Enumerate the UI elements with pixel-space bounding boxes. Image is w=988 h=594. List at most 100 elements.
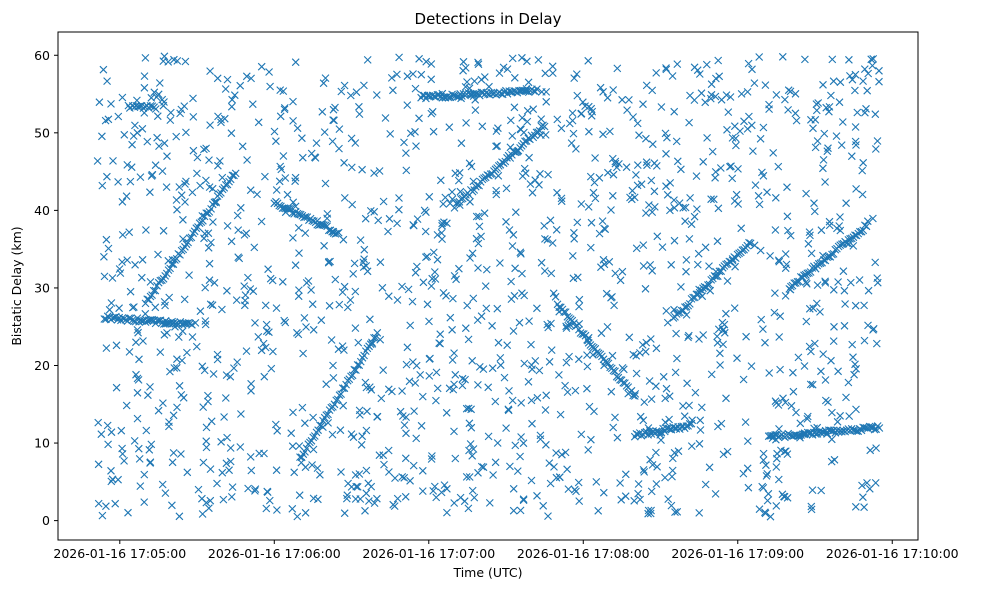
data-point <box>761 81 770 89</box>
data-point <box>337 390 345 398</box>
data-point <box>289 97 297 106</box>
data-point <box>465 446 473 455</box>
data-point <box>227 129 236 138</box>
data-point <box>189 146 198 155</box>
data-point <box>276 162 285 171</box>
data-point <box>469 294 478 303</box>
data-point <box>555 307 564 316</box>
data-point <box>313 217 322 225</box>
data-point <box>840 286 849 295</box>
data-point <box>477 462 486 471</box>
data-point <box>704 281 712 289</box>
data-point <box>529 105 538 114</box>
data-point <box>540 122 549 131</box>
data-point <box>107 100 115 108</box>
data-point <box>401 454 410 463</box>
data-point <box>731 262 739 271</box>
data-point <box>846 72 854 80</box>
data-point <box>177 450 185 458</box>
data-point <box>723 447 732 456</box>
data-point <box>101 116 110 125</box>
data-point <box>626 193 634 202</box>
data-point <box>603 93 612 102</box>
data-point <box>562 324 571 332</box>
data-point <box>137 273 146 282</box>
data-point <box>126 177 135 186</box>
data-point <box>153 112 162 121</box>
data-point <box>370 499 379 507</box>
data-point <box>446 199 454 208</box>
data-point <box>762 461 770 470</box>
data-point <box>701 243 710 252</box>
data-point <box>413 215 422 223</box>
data-point <box>142 226 150 234</box>
data-point <box>475 212 483 221</box>
data-point <box>276 112 285 121</box>
data-point <box>834 278 842 286</box>
data-point <box>461 375 469 384</box>
data-point <box>719 450 728 459</box>
data-point <box>864 69 873 78</box>
data-point <box>540 222 549 230</box>
data-point <box>680 412 689 421</box>
data-point <box>825 103 834 111</box>
data-point <box>537 115 546 123</box>
data-point <box>93 157 102 165</box>
data-point <box>150 88 159 97</box>
data-point <box>262 320 271 329</box>
data-point <box>783 183 791 192</box>
data-point <box>684 331 693 340</box>
data-point <box>411 84 420 93</box>
data-point <box>136 173 145 181</box>
data-point <box>475 363 484 371</box>
data-point <box>584 56 593 65</box>
data-point <box>802 278 810 286</box>
data-point <box>727 162 735 171</box>
data-point <box>557 197 566 206</box>
data-point <box>868 61 877 70</box>
data-point <box>789 387 798 396</box>
data-point <box>541 69 550 78</box>
data-point <box>449 294 457 303</box>
data-point <box>756 246 765 255</box>
data-point <box>193 169 201 178</box>
data-point <box>757 315 766 324</box>
data-point <box>295 491 304 500</box>
data-point <box>823 147 832 156</box>
data-point <box>875 66 883 75</box>
data-point <box>665 415 673 424</box>
data-point <box>679 402 687 410</box>
data-point <box>164 58 173 66</box>
data-point <box>570 228 578 237</box>
data-point <box>108 274 117 282</box>
data-point <box>784 226 792 235</box>
data-point <box>152 93 161 101</box>
data-point <box>179 393 188 402</box>
data-point <box>206 465 215 473</box>
data-point <box>265 328 273 337</box>
data-point <box>599 255 608 264</box>
data-point <box>711 92 720 101</box>
data-point <box>210 278 219 287</box>
data-point <box>645 377 654 385</box>
data-point <box>433 255 442 264</box>
data-point <box>782 260 791 269</box>
data-point <box>774 162 783 171</box>
data-point <box>140 83 149 92</box>
data-point <box>172 363 181 372</box>
data-point <box>223 433 231 442</box>
data-point <box>869 55 878 63</box>
data-point <box>574 478 583 487</box>
data-point <box>829 285 838 294</box>
data-point <box>472 212 481 221</box>
data-point <box>466 440 475 448</box>
data-point <box>441 93 450 102</box>
data-point <box>535 180 543 189</box>
data-point <box>819 80 827 89</box>
data-point <box>198 212 207 220</box>
data-point <box>381 114 390 122</box>
data-point <box>325 301 334 310</box>
data-point <box>160 139 169 148</box>
data-point <box>711 173 719 182</box>
data-point <box>124 508 132 517</box>
